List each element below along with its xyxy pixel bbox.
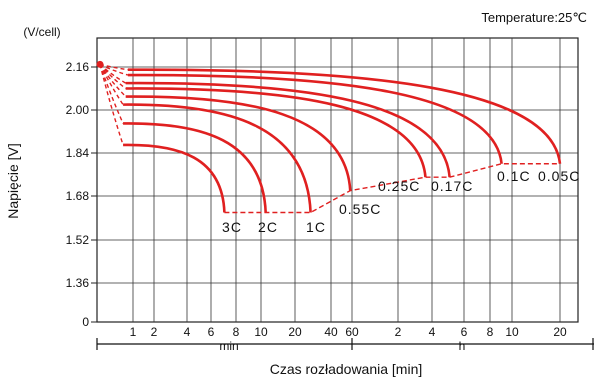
series-label: 3C bbox=[222, 219, 242, 235]
series-line bbox=[123, 103, 312, 213]
series-initial-drop bbox=[99, 63, 127, 90]
y-tick-label: 2.16 bbox=[66, 60, 90, 74]
x-axis-label: Czas rozładowania [min] bbox=[270, 361, 423, 377]
x-group-label-min: min bbox=[219, 339, 238, 353]
series-line bbox=[125, 81, 451, 178]
series-label: 0.17C bbox=[431, 178, 473, 194]
y-tick-label: 1.68 bbox=[66, 189, 90, 203]
y-unit-label: (V/cell) bbox=[23, 25, 60, 39]
cutoff-voltage-curve bbox=[224, 163, 560, 214]
series-initial-drop bbox=[99, 64, 124, 124]
y-tick-label: 2.00 bbox=[66, 103, 90, 117]
x-tick-label: 40 bbox=[324, 325, 338, 339]
x-tick-label: 8 bbox=[233, 325, 240, 339]
x-tick-label: 20 bbox=[288, 325, 302, 339]
series-label: 0.25C bbox=[378, 178, 420, 194]
y-axis-label: Napięcie [V] bbox=[5, 143, 21, 218]
series-label: 2C bbox=[258, 219, 278, 235]
series-label: 0.55C bbox=[339, 201, 381, 217]
series-line bbox=[127, 68, 562, 164]
series-label: 0.05C bbox=[538, 168, 580, 184]
series-line bbox=[123, 143, 226, 213]
temperature-note: Temperature:25℃ bbox=[481, 10, 587, 25]
x-tick-label: 2 bbox=[151, 325, 158, 339]
y-tick-label: 1.84 bbox=[66, 146, 90, 160]
x-tick-label: 6 bbox=[208, 325, 215, 339]
x-tick-label: 60 bbox=[345, 325, 359, 339]
x-tick-label: 10 bbox=[254, 325, 268, 339]
y-tick-label: 0 bbox=[82, 315, 89, 329]
x-tick-label: 20 bbox=[553, 325, 567, 339]
x-tick-label: 2 bbox=[395, 325, 402, 339]
series-line bbox=[123, 122, 267, 213]
series-line bbox=[125, 87, 427, 178]
series-line bbox=[127, 73, 503, 164]
x-tick-label: 4 bbox=[184, 325, 191, 339]
x-group-label-h: h bbox=[459, 339, 466, 353]
x-tick-label: 6 bbox=[461, 325, 468, 339]
y-tick-label: 1.52 bbox=[66, 233, 90, 247]
series-label: 0.1C bbox=[497, 168, 531, 184]
plot-frame bbox=[96, 37, 579, 323]
x-tick-label: 8 bbox=[487, 325, 494, 339]
series-initial-drop bbox=[99, 64, 124, 146]
x-tick-label: 4 bbox=[429, 325, 436, 339]
series-line bbox=[125, 95, 352, 191]
series-label: 1C bbox=[306, 219, 326, 235]
y-tick-label: 1.36 bbox=[66, 276, 90, 290]
series-initial-drop bbox=[99, 63, 128, 71]
x-tick-label: 10 bbox=[505, 325, 519, 339]
x-tick-label: 1 bbox=[130, 325, 137, 339]
